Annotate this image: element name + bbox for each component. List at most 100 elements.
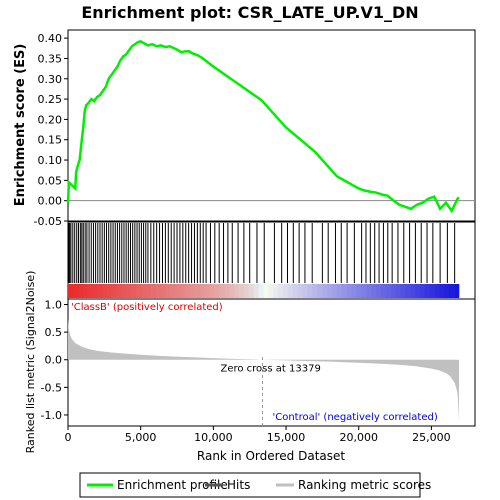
- color-bar-segment: [419, 284, 426, 298]
- color-bar-segment: [239, 284, 245, 298]
- color-bar-segment: [327, 284, 333, 298]
- color-bar-segment: [434, 284, 440, 298]
- hits-panel: [67, 221, 476, 300]
- ranked-metric-panel: 1.0 0.5 0.0 -0.5 -1.0 'ClassB' (positively c…: [24, 271, 476, 454]
- color-bar-segment: [400, 284, 406, 298]
- color-bar-segment: [380, 284, 386, 298]
- color-bar-segment: [160, 284, 167, 298]
- color-bar-segment: [287, 284, 294, 298]
- zero-cross-label: Zero cross at 13379: [220, 364, 320, 375]
- color-bar-segment: [111, 284, 118, 298]
- color-bar-segment: [415, 284, 421, 298]
- color-bar-segment: [253, 284, 259, 298]
- color-bar-segment: [170, 284, 176, 298]
- color-bar-segment: [302, 284, 308, 298]
- color-bar-segment: [229, 284, 235, 298]
- color-bar-segment: [292, 284, 299, 298]
- color-bar-segment: [204, 284, 211, 298]
- color-bar-segment: [283, 284, 289, 298]
- enrichment-profile-line: [66, 40, 460, 214]
- color-bar-segment: [351, 284, 357, 298]
- legend-label-enrichment: Enrichment profile: [117, 478, 228, 492]
- color-bar-segment: [439, 284, 445, 298]
- color-bar-segment: [82, 284, 88, 298]
- color-bar-segment: [258, 284, 264, 298]
- color-bar-segment: [195, 284, 201, 298]
- x-tick-label: 10,000: [194, 431, 233, 444]
- color-bar-segment: [121, 284, 127, 298]
- color-bar-segment: [390, 284, 396, 298]
- color-bar-segment: [72, 284, 79, 298]
- metric-y-tick-label: -0.5: [41, 381, 62, 394]
- color-bar-segment: [155, 284, 162, 298]
- color-bar-segment: [375, 284, 382, 298]
- x-tick-label: 20,000: [339, 431, 378, 444]
- metric-y-tick-label: 1.0: [45, 299, 63, 312]
- color-bar-segment: [424, 284, 430, 298]
- color-bar-segment: [273, 284, 279, 298]
- color-bar-segment: [395, 284, 401, 298]
- es-y-tick-label: 0.00: [38, 195, 63, 208]
- x-axis-label: Rank in Ordered Dataset: [197, 449, 345, 463]
- negative-class-label: 'Controal' (negatively correlated): [272, 412, 437, 423]
- color-bar-segment: [312, 284, 318, 298]
- color-bar-segment: [102, 284, 108, 298]
- color-bar-segment: [146, 284, 152, 298]
- color-bar-segment: [341, 284, 347, 298]
- color-bar-segment: [107, 284, 113, 298]
- x-tick-label: 25,000: [412, 431, 451, 444]
- chart-title: Enrichment plot: CSR_LATE_UP.V1_DN: [81, 3, 418, 22]
- color-bar-segment: [209, 284, 215, 298]
- color-bar-segment: [190, 284, 196, 298]
- color-bar-segment: [126, 284, 132, 298]
- color-bar-segment: [278, 284, 284, 298]
- metric-y-axis-label: Ranked list metric (Signal2Noise): [24, 271, 37, 454]
- es-y-tick-label: 0.05: [38, 174, 63, 187]
- color-bar-segment: [366, 284, 372, 298]
- color-bar-segment: [199, 284, 206, 298]
- color-bar-segment: [307, 284, 313, 298]
- color-bar-segment: [405, 284, 411, 298]
- color-bar-segment: [243, 284, 250, 298]
- color-bar-segment: [371, 284, 377, 298]
- legend-label-hits: Hits: [227, 478, 250, 492]
- es-y-tick-label: 0.10: [38, 154, 63, 167]
- positive-class-label: 'ClassB' (positively correlated): [71, 302, 223, 313]
- x-tick-label: 0: [65, 431, 72, 444]
- es-y-tick-label: 0.25: [38, 93, 63, 106]
- color-bar-segment: [92, 284, 98, 298]
- color-bar-segment: [131, 284, 137, 298]
- color-bar-segment: [297, 284, 303, 298]
- color-bar-segment: [165, 284, 171, 298]
- color-bar-segment: [346, 284, 352, 298]
- color-bar-segment: [136, 284, 142, 298]
- enrichment-score-panel: -0.05 0.00 0.05 0.10 0.15 0.20 0.25 0.30 0.35 0.4…: [13, 29, 476, 228]
- color-bar-segment: [410, 284, 416, 298]
- color-bar-segment: [214, 284, 220, 298]
- color-bar-segment: [87, 284, 93, 298]
- es-y-tick-label: 0.40: [38, 32, 63, 45]
- metric-y-tick-label: 0.0: [45, 354, 63, 367]
- x-tick-label: 15,000: [267, 431, 306, 444]
- x-tick-label: 5,000: [125, 431, 157, 444]
- color-bar-segment: [361, 284, 367, 298]
- color-bar-segment: [219, 284, 225, 298]
- enrichment-y-axis-label: Enrichment score (ES): [13, 44, 28, 207]
- legend-label-ranking: Ranking metric scores: [298, 478, 431, 492]
- legend: Enrichment profile Hits Ranking metric s…: [79, 472, 431, 498]
- color-bar-segment: [317, 284, 323, 298]
- color-bar-segment: [180, 284, 186, 298]
- metric-y-tick-label: 0.5: [45, 326, 63, 339]
- color-bar-segment: [449, 284, 455, 298]
- es-y-tick-label: 0.35: [38, 52, 63, 65]
- metric-y-tick-label: -1.0: [41, 409, 62, 422]
- color-bar-segment: [97, 284, 103, 298]
- color-bar-segment: [234, 284, 240, 298]
- color-bar-segment: [444, 284, 450, 298]
- color-bar-segment: [454, 284, 460, 298]
- color-bar-segment: [175, 284, 181, 298]
- color-bar-segment: [268, 284, 274, 298]
- es-y-tick-label: 0.15: [38, 134, 63, 147]
- es-y-tick-label: -0.05: [34, 215, 62, 228]
- color-bar-segment: [429, 284, 435, 298]
